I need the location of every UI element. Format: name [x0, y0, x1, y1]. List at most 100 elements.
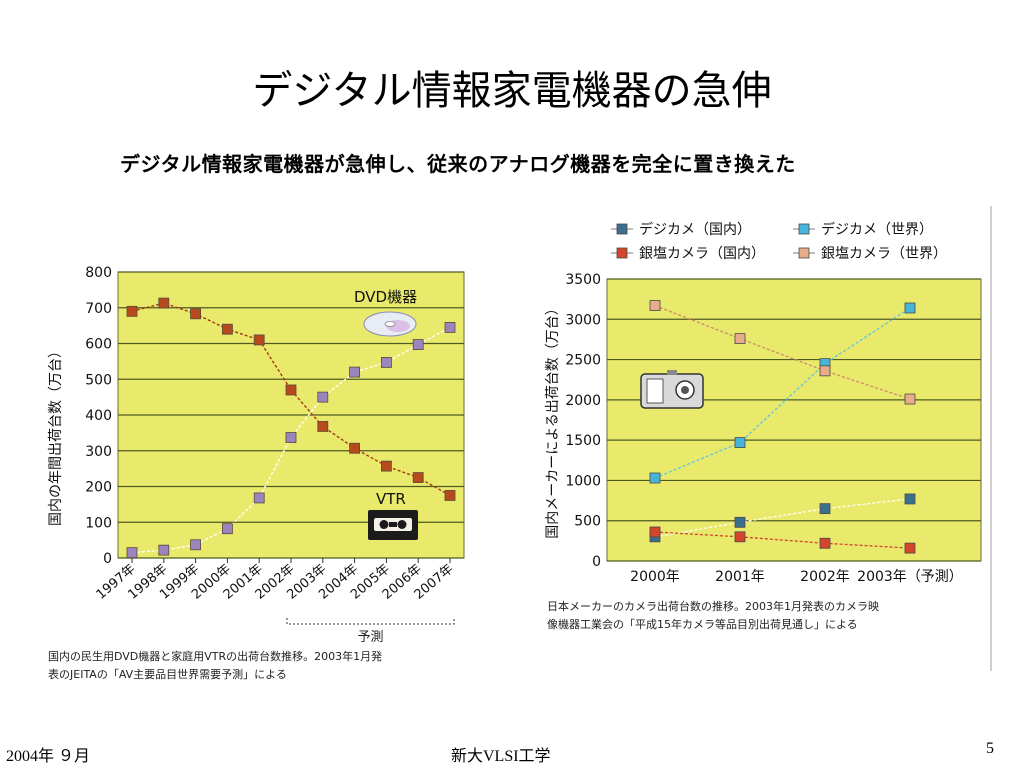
data-point-vtr [349, 442, 361, 454]
series-label-dvd: DVD機器 [354, 288, 417, 306]
x-tick-label: 2002年 [800, 569, 850, 585]
data-point-dvd [317, 391, 329, 403]
y-tick-label: 800 [85, 265, 112, 281]
data-point-vtr [190, 308, 202, 320]
legend-swatch [616, 247, 628, 259]
series-markers [126, 297, 456, 559]
data-point-series-0 [819, 503, 831, 515]
dvd-vtr-chart-panel: 国内の年間出荷台数（万台） 0 100 200 300 400 500 600 700 800 … [36, 258, 476, 690]
series-line-2 [654, 531, 911, 549]
y-tick-label: 0 [592, 554, 601, 570]
legend-label: 銀塩カメラ（国内） [639, 246, 765, 262]
data-point-vtr [412, 472, 424, 483]
y-tick-label: 100 [85, 515, 112, 531]
y-tick-label: 500 [85, 372, 112, 388]
data-point-vtr [221, 323, 233, 335]
data-point-dvd [349, 366, 361, 378]
footer-organization: 新大VLSI工学 [451, 748, 551, 765]
series-lines [654, 304, 911, 549]
data-point-dvd [190, 539, 202, 551]
y-tick-label: 3500 [565, 272, 601, 288]
legend: デジカメ（国内） デジカメ（世界） 銀塩カメラ（国内） 銀塩カメラ（世界） [611, 221, 947, 262]
data-point-dvd [285, 432, 297, 443]
forecast-bracket: 予測 [286, 618, 455, 645]
y-tick-label: 600 [85, 337, 112, 353]
camera-chart-panel: デジカメ（国内） デジカメ（世界） 銀塩カメラ（国内） 銀塩カメラ（世界） 国内メーカ… [535, 206, 995, 671]
y-tick-labels: 0 100 200 300 400 500 600 700 800 [85, 265, 112, 567]
x-tick-label: 2003年（予測） [857, 569, 963, 585]
page-number: 5 [986, 740, 994, 757]
y-tick-labels: 0 500 1000 1500 2000 2500 3000 3500 [565, 272, 601, 570]
data-point-series-2 [819, 537, 831, 549]
data-point-dvd [253, 492, 265, 504]
series-label-vtr: VTR [376, 490, 406, 508]
legend-label: 銀塩カメラ（世界） [821, 246, 947, 262]
plot-area [606, 278, 982, 562]
y-tick-label: 400 [85, 408, 112, 424]
data-point-vtr [285, 384, 297, 396]
data-point-dvd [126, 547, 138, 559]
data-point-series-2 [904, 542, 916, 554]
y-tick-label: 3000 [565, 312, 601, 328]
x-tick-labels: 1997年1998年1999年2000年2001年2002年2003年2004年… [94, 558, 457, 603]
camera-chart: デジカメ（国内） デジカメ（世界） 銀塩カメラ（国内） 銀塩カメラ（世界） 国内メーカ… [545, 206, 992, 671]
data-point-vtr [126, 305, 138, 317]
legend-label: デジカメ（世界） [821, 221, 933, 238]
x-tick-labels: 2000年 2001年 2002年 2003年（予測） [630, 569, 963, 585]
series-line-1 [654, 307, 911, 479]
data-point-series-0 [904, 493, 916, 505]
data-point-series-3 [819, 365, 831, 377]
y-axis-label-group: 国内メーカーによる出荷台数（万台） [545, 301, 561, 539]
x-tick-label: 2000年 [630, 569, 680, 585]
y-tick-label: 200 [85, 480, 112, 496]
gridlines [118, 271, 464, 559]
data-point-series-2 [649, 526, 661, 538]
camera-icon [640, 370, 704, 409]
data-point-series-3 [734, 333, 746, 345]
data-point-series-2 [734, 531, 746, 543]
series-line-0 [654, 498, 911, 538]
data-point-vtr [380, 460, 392, 472]
data-point-vtr [158, 297, 170, 309]
data-point-dvd [412, 339, 424, 350]
data-point-dvd [380, 357, 392, 368]
y-axis-label-group: 国内の年間出荷台数（万台） [48, 344, 64, 526]
forecast-label: 予測 [357, 630, 383, 645]
data-point-series-0 [734, 516, 746, 528]
data-point-dvd [221, 523, 233, 535]
legend-swatch [798, 247, 810, 259]
data-point-dvd [444, 322, 456, 333]
y-tick-label: 1500 [565, 433, 601, 449]
y-tick-label: 2000 [565, 393, 601, 409]
caption-line-1: 日本メーカーのカメラ出荷台数の推移。2003年1月発表のカメラ映 [547, 599, 879, 613]
data-point-series-3 [649, 300, 661, 311]
dvd-vtr-chart: 国内の年間出荷台数（万台） 0100200300400500600700800 … [48, 265, 465, 681]
series-line-vtr [131, 302, 451, 497]
data-point-series-3 [904, 393, 916, 405]
dvd-disc-icon [363, 311, 417, 337]
slide-subtitle: デジタル情報家電機器が急伸し、従来のアナログ機器を完全に置き換えた [120, 152, 796, 176]
y-axis-label: 国内メーカーによる出荷台数（万台） [545, 301, 561, 539]
data-point-vtr [444, 490, 456, 501]
slide-title: デジタル情報家電機器の急伸 [252, 68, 772, 114]
caption-line-2: 表のJEITAの「AV主要品目世界需要予測」による [48, 667, 287, 681]
legend-swatch [616, 223, 628, 235]
y-tick-label: 500 [574, 514, 601, 530]
data-point-series-1 [734, 437, 746, 448]
series-markers [649, 300, 916, 554]
data-point-series-1 [904, 302, 916, 314]
y-tick-label: 300 [85, 444, 112, 460]
data-point-vtr [317, 421, 329, 432]
y-axis-label: 国内の年間出荷台数（万台） [48, 344, 64, 526]
legend-label: デジカメ（国内） [639, 221, 751, 238]
legend-swatch [798, 223, 810, 235]
data-point-dvd [158, 544, 170, 556]
footer-date: 2004年 ９月 [6, 748, 91, 765]
data-point-vtr [253, 334, 265, 346]
x-tick-label: 2001年 [715, 569, 765, 585]
y-tick-label: 2500 [565, 353, 601, 369]
y-tick-label: 700 [85, 301, 112, 317]
y-tick-label: 0 [103, 551, 112, 567]
caption-line-2: 像機器工業会の「平成15年カメラ等品目別出荷見通し」による [547, 617, 858, 631]
y-tick-label: 1000 [565, 473, 601, 489]
